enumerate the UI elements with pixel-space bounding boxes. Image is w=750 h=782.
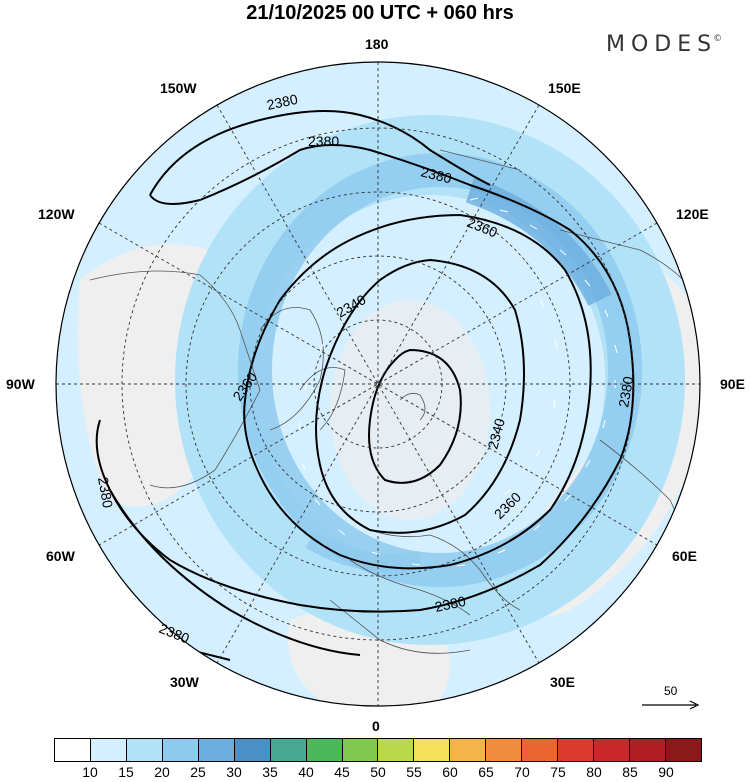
modes-logo: MODES© <box>606 32 726 57</box>
colorbar-segment <box>630 739 666 761</box>
colorbar-segment <box>306 739 343 761</box>
meridian-label-120w: 120W <box>38 206 75 222</box>
colorbar-segment <box>522 739 559 761</box>
contour-label: 2380 <box>308 133 339 149</box>
colorbar-segment <box>126 739 163 761</box>
colorbar-tick-label: 40 <box>298 764 314 780</box>
meridian-label-180: 180 <box>365 36 389 52</box>
contour-2380-c <box>109 489 361 656</box>
wind-speed-colorbar <box>54 738 702 762</box>
colorbar-tick-label: 85 <box>622 764 638 780</box>
colorbar-segment <box>162 739 199 761</box>
contour-2360 <box>243 213 592 570</box>
colorbar-segment <box>55 739 91 761</box>
colorbar-tick-label: 35 <box>262 764 278 780</box>
jet-core-europe <box>305 532 422 572</box>
meridian-label-60w: 60W <box>46 548 75 564</box>
coastlines <box>89 149 700 654</box>
contour-label: 2380 <box>265 91 299 113</box>
colorbar-tick-label: 30 <box>226 764 242 780</box>
colorbar-tick-label: 25 <box>190 764 206 780</box>
graticule <box>56 62 700 706</box>
contour-2380-a <box>149 110 491 196</box>
arrow-right-icon <box>642 700 700 710</box>
colorbar-tick-label: 80 <box>586 764 602 780</box>
map-title: 21/10/2025 00 UTC + 060 hrs <box>246 2 514 24</box>
colorbar-tick-label: 70 <box>514 764 530 780</box>
colorbar-segment <box>665 739 701 761</box>
colorbar-tick-label: 55 <box>406 764 422 780</box>
contour-label: 2380 <box>95 476 116 510</box>
copyright-mark: © <box>713 34 723 44</box>
reference-vector-label: 50 <box>664 684 678 698</box>
colorbar-segment <box>486 739 523 761</box>
colorbar-segment <box>450 739 487 761</box>
colorbar-tick-label: 90 <box>658 764 674 780</box>
meridian-label-150e: 150E <box>548 80 581 96</box>
meridian-label-150w: 150W <box>160 80 197 96</box>
contour-label: 2340 <box>484 416 508 450</box>
colorbar-segment <box>90 739 127 761</box>
contour-label: 2380 <box>433 593 467 615</box>
contour-label: 2380 <box>419 163 453 186</box>
colorbar-tick-labels: 10 15 20 25 30 35 40 45 50 55 60 65 70 75 80 85 90 <box>0 764 750 782</box>
contour-label: 2380 <box>615 375 636 409</box>
meridian-label-120e: 120E <box>676 206 709 222</box>
polar-core <box>330 300 490 520</box>
jet-core-asia <box>465 177 612 306</box>
colorbar-segment <box>198 739 235 761</box>
colorbar-tick-label: 45 <box>334 764 350 780</box>
colorbar-segment <box>378 739 415 761</box>
colorbar-tick-label: 50 <box>370 764 386 780</box>
colorbar-tick-label: 75 <box>550 764 566 780</box>
colorbar-tick-label: 10 <box>82 764 98 780</box>
meridian-label-90e: 90E <box>720 376 745 392</box>
colorbar-segment <box>270 739 307 761</box>
contour-2320 <box>368 348 462 484</box>
colorbar-segment <box>414 739 451 761</box>
colorbar-segment <box>342 739 379 761</box>
map-border <box>55 61 701 707</box>
colorbar-tick-label: 65 <box>478 764 494 780</box>
meridian-label-60e: 60E <box>672 548 697 564</box>
colorbar-segment <box>594 739 630 761</box>
meridian-label-30w: 30W <box>170 674 199 690</box>
colorbar-tick-label: 20 <box>154 764 170 780</box>
meridian-label-90w: 90W <box>6 376 35 392</box>
meridian-label-30e: 30E <box>550 674 575 690</box>
colorbar-tick-label: 60 <box>442 764 458 780</box>
wind-shading-high <box>238 153 642 587</box>
colorbar-segment <box>558 739 595 761</box>
contour-2340 <box>315 258 525 534</box>
contour-2380-b <box>95 144 635 613</box>
polar-map: 2380 2380 2380 2380 2380 2380 2380 2360 … <box>55 61 701 707</box>
meridian-label-0: 0 <box>372 718 380 734</box>
logo-text: MODES <box>606 32 718 57</box>
colorbar-tick-label: 15 <box>118 764 134 780</box>
colorbar-segment <box>234 739 271 761</box>
